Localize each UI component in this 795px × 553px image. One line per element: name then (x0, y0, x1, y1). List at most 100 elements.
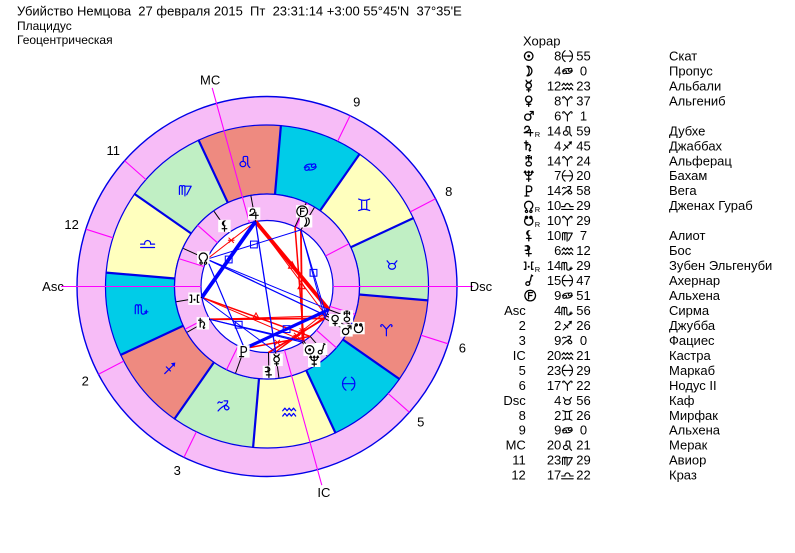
svg-text:2: 2 (519, 318, 526, 333)
svg-text:23: 23 (547, 453, 561, 468)
svg-text:14: 14 (547, 123, 561, 138)
svg-text:26: 26 (576, 408, 590, 423)
svg-text:7: 7 (554, 168, 561, 183)
svg-text:55: 55 (576, 49, 590, 64)
svg-text:R: R (535, 205, 541, 214)
svg-text:R: R (535, 130, 541, 139)
svg-text:4: 4 (554, 138, 561, 153)
svg-text:23: 23 (547, 363, 561, 378)
svg-text:Бахам: Бахам (669, 168, 707, 183)
svg-text:Кастра: Кастра (669, 348, 711, 363)
svg-text:45: 45 (576, 138, 590, 153)
svg-text:14: 14 (547, 258, 561, 273)
svg-text:8: 8 (554, 93, 561, 108)
svg-text:9: 9 (554, 288, 561, 303)
svg-text:4: 4 (554, 303, 561, 318)
svg-text:12: 12 (511, 468, 525, 483)
svg-text:Бос: Бос (669, 243, 692, 258)
svg-text:Каф: Каф (669, 393, 695, 408)
svg-text:Нодус II: Нодус II (669, 378, 717, 393)
svg-text:10: 10 (547, 198, 561, 213)
svg-text:1: 1 (580, 108, 587, 123)
svg-text:Dsc: Dsc (470, 279, 493, 294)
svg-text:8: 8 (445, 184, 452, 199)
svg-text:15: 15 (547, 273, 561, 288)
svg-text:IC: IC (513, 348, 526, 363)
svg-text:Плацидус: Плацидус (17, 19, 72, 33)
svg-text:23: 23 (576, 78, 590, 93)
svg-text:20: 20 (547, 348, 561, 363)
svg-text:3: 3 (519, 333, 526, 348)
svg-text:56: 56 (576, 303, 590, 318)
svg-text:IC: IC (317, 485, 330, 500)
svg-text:9: 9 (554, 333, 561, 348)
svg-text:29: 29 (576, 198, 590, 213)
svg-text:20: 20 (576, 168, 590, 183)
svg-text:Скат: Скат (669, 49, 697, 64)
svg-text:Asc: Asc (504, 303, 526, 318)
svg-text:29: 29 (576, 213, 590, 228)
svg-text:Убийство Немцова 27 февраля 2: Убийство Немцова 27 февраля 2015 Пт 23:3… (17, 4, 462, 19)
svg-text:8: 8 (554, 49, 561, 64)
svg-text:12: 12 (576, 243, 590, 258)
svg-text:3: 3 (174, 463, 181, 478)
svg-text:47: 47 (576, 273, 590, 288)
svg-text:Мерак: Мерак (669, 438, 708, 453)
svg-text:0: 0 (580, 333, 587, 348)
svg-text:6: 6 (554, 243, 561, 258)
svg-text:11: 11 (512, 453, 526, 468)
svg-text:22: 22 (576, 378, 590, 393)
svg-text:9: 9 (353, 94, 360, 109)
svg-text:10: 10 (547, 228, 561, 243)
svg-text:58: 58 (576, 183, 590, 198)
svg-text:21: 21 (576, 348, 590, 363)
svg-text:R: R (535, 220, 541, 229)
svg-text:6: 6 (519, 378, 526, 393)
svg-text:7: 7 (580, 228, 587, 243)
svg-text:4: 4 (554, 393, 561, 408)
svg-text:59: 59 (576, 123, 590, 138)
svg-text:Алиот: Алиот (669, 228, 705, 243)
svg-text:11: 11 (107, 143, 121, 158)
svg-text:29: 29 (576, 453, 590, 468)
svg-text:Пропус: Пропус (669, 63, 713, 78)
svg-text:14: 14 (547, 153, 561, 168)
svg-text:Вега: Вега (669, 183, 697, 198)
svg-text:5: 5 (417, 415, 424, 430)
svg-text:Фациес: Фациес (669, 333, 715, 348)
svg-text:2: 2 (554, 408, 561, 423)
svg-text:Альхена: Альхена (669, 423, 721, 438)
svg-text:Мирфак: Мирфак (669, 408, 718, 423)
svg-text:37: 37 (576, 93, 590, 108)
svg-text:9: 9 (519, 423, 526, 438)
svg-text:MC: MC (506, 438, 526, 453)
svg-text:24: 24 (576, 153, 590, 168)
svg-text:Дженах Гураб: Дженах Гураб (669, 198, 753, 213)
svg-text:Краз: Краз (669, 468, 697, 483)
svg-text:Джаббах: Джаббах (669, 138, 723, 153)
svg-text:22: 22 (576, 468, 590, 483)
svg-text:Джубба: Джубба (669, 318, 716, 333)
svg-text:Маркаб: Маркаб (669, 363, 715, 378)
svg-text:26: 26 (576, 318, 590, 333)
svg-text:14: 14 (547, 183, 561, 198)
svg-text:6: 6 (554, 108, 561, 123)
svg-text:12: 12 (64, 217, 78, 232)
svg-text:Хорар: Хорар (523, 34, 560, 49)
svg-text:29: 29 (576, 258, 590, 273)
svg-text:21: 21 (576, 438, 590, 453)
svg-text:17: 17 (547, 468, 561, 483)
svg-text:17: 17 (547, 378, 561, 393)
svg-text:Зубен Эльгенуби: Зубен Эльгенуби (669, 258, 772, 273)
svg-text:0: 0 (580, 63, 587, 78)
svg-text:29: 29 (576, 363, 590, 378)
svg-text:Ахернар: Ахернар (669, 273, 720, 288)
svg-text:Asc: Asc (42, 279, 64, 294)
svg-text:51: 51 (576, 288, 590, 303)
svg-text:Альферац: Альферац (669, 153, 732, 168)
svg-text:4: 4 (554, 63, 561, 78)
svg-text:6: 6 (459, 341, 466, 356)
svg-text:R: R (535, 265, 541, 274)
svg-text:Сирма: Сирма (669, 303, 710, 318)
svg-text:8: 8 (519, 408, 526, 423)
